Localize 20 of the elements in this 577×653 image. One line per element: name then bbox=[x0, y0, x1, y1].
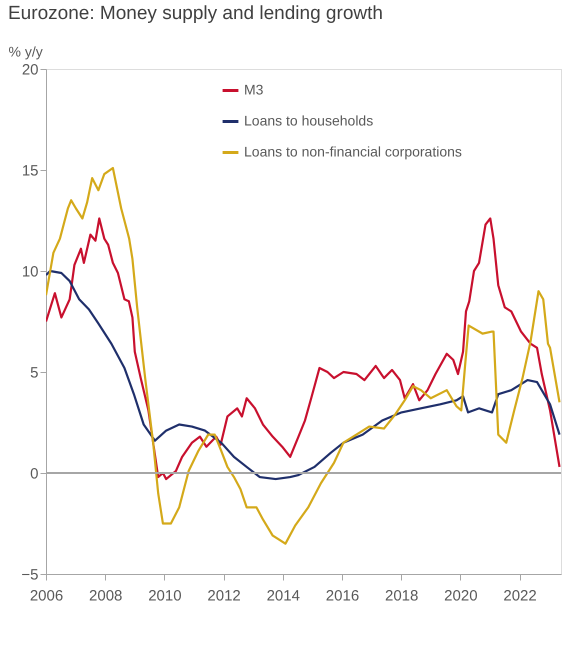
x-tick-label: 2018 bbox=[384, 588, 418, 604]
legend-label: M3 bbox=[244, 82, 264, 98]
x-tick-label: 2008 bbox=[89, 588, 122, 604]
x-tick-label: 2014 bbox=[266, 588, 300, 604]
y-tick-label: −5 bbox=[21, 566, 38, 584]
y-tick-label: 5 bbox=[30, 364, 38, 382]
legend-label: Loans to non-financial corporations bbox=[244, 144, 462, 160]
x-tick-label: 2012 bbox=[207, 588, 241, 604]
x-tick-label: 2006 bbox=[30, 588, 64, 604]
y-tick-label: 20 bbox=[22, 62, 38, 78]
x-tick-label: 2022 bbox=[503, 588, 537, 604]
chart-title: Eurozone: Money supply and lending growth bbox=[8, 3, 383, 24]
y-axis-title: % y/y bbox=[8, 44, 43, 60]
y-tick-label: 0 bbox=[30, 466, 38, 482]
y-tick-label: 10 bbox=[22, 264, 38, 280]
legend-label: Loans to households bbox=[244, 112, 374, 128]
x-tick-label: 2020 bbox=[444, 588, 478, 604]
x-tick-label: 2016 bbox=[326, 588, 360, 604]
y-tick-label: 15 bbox=[22, 162, 38, 180]
x-tick-label: 2010 bbox=[148, 588, 182, 604]
